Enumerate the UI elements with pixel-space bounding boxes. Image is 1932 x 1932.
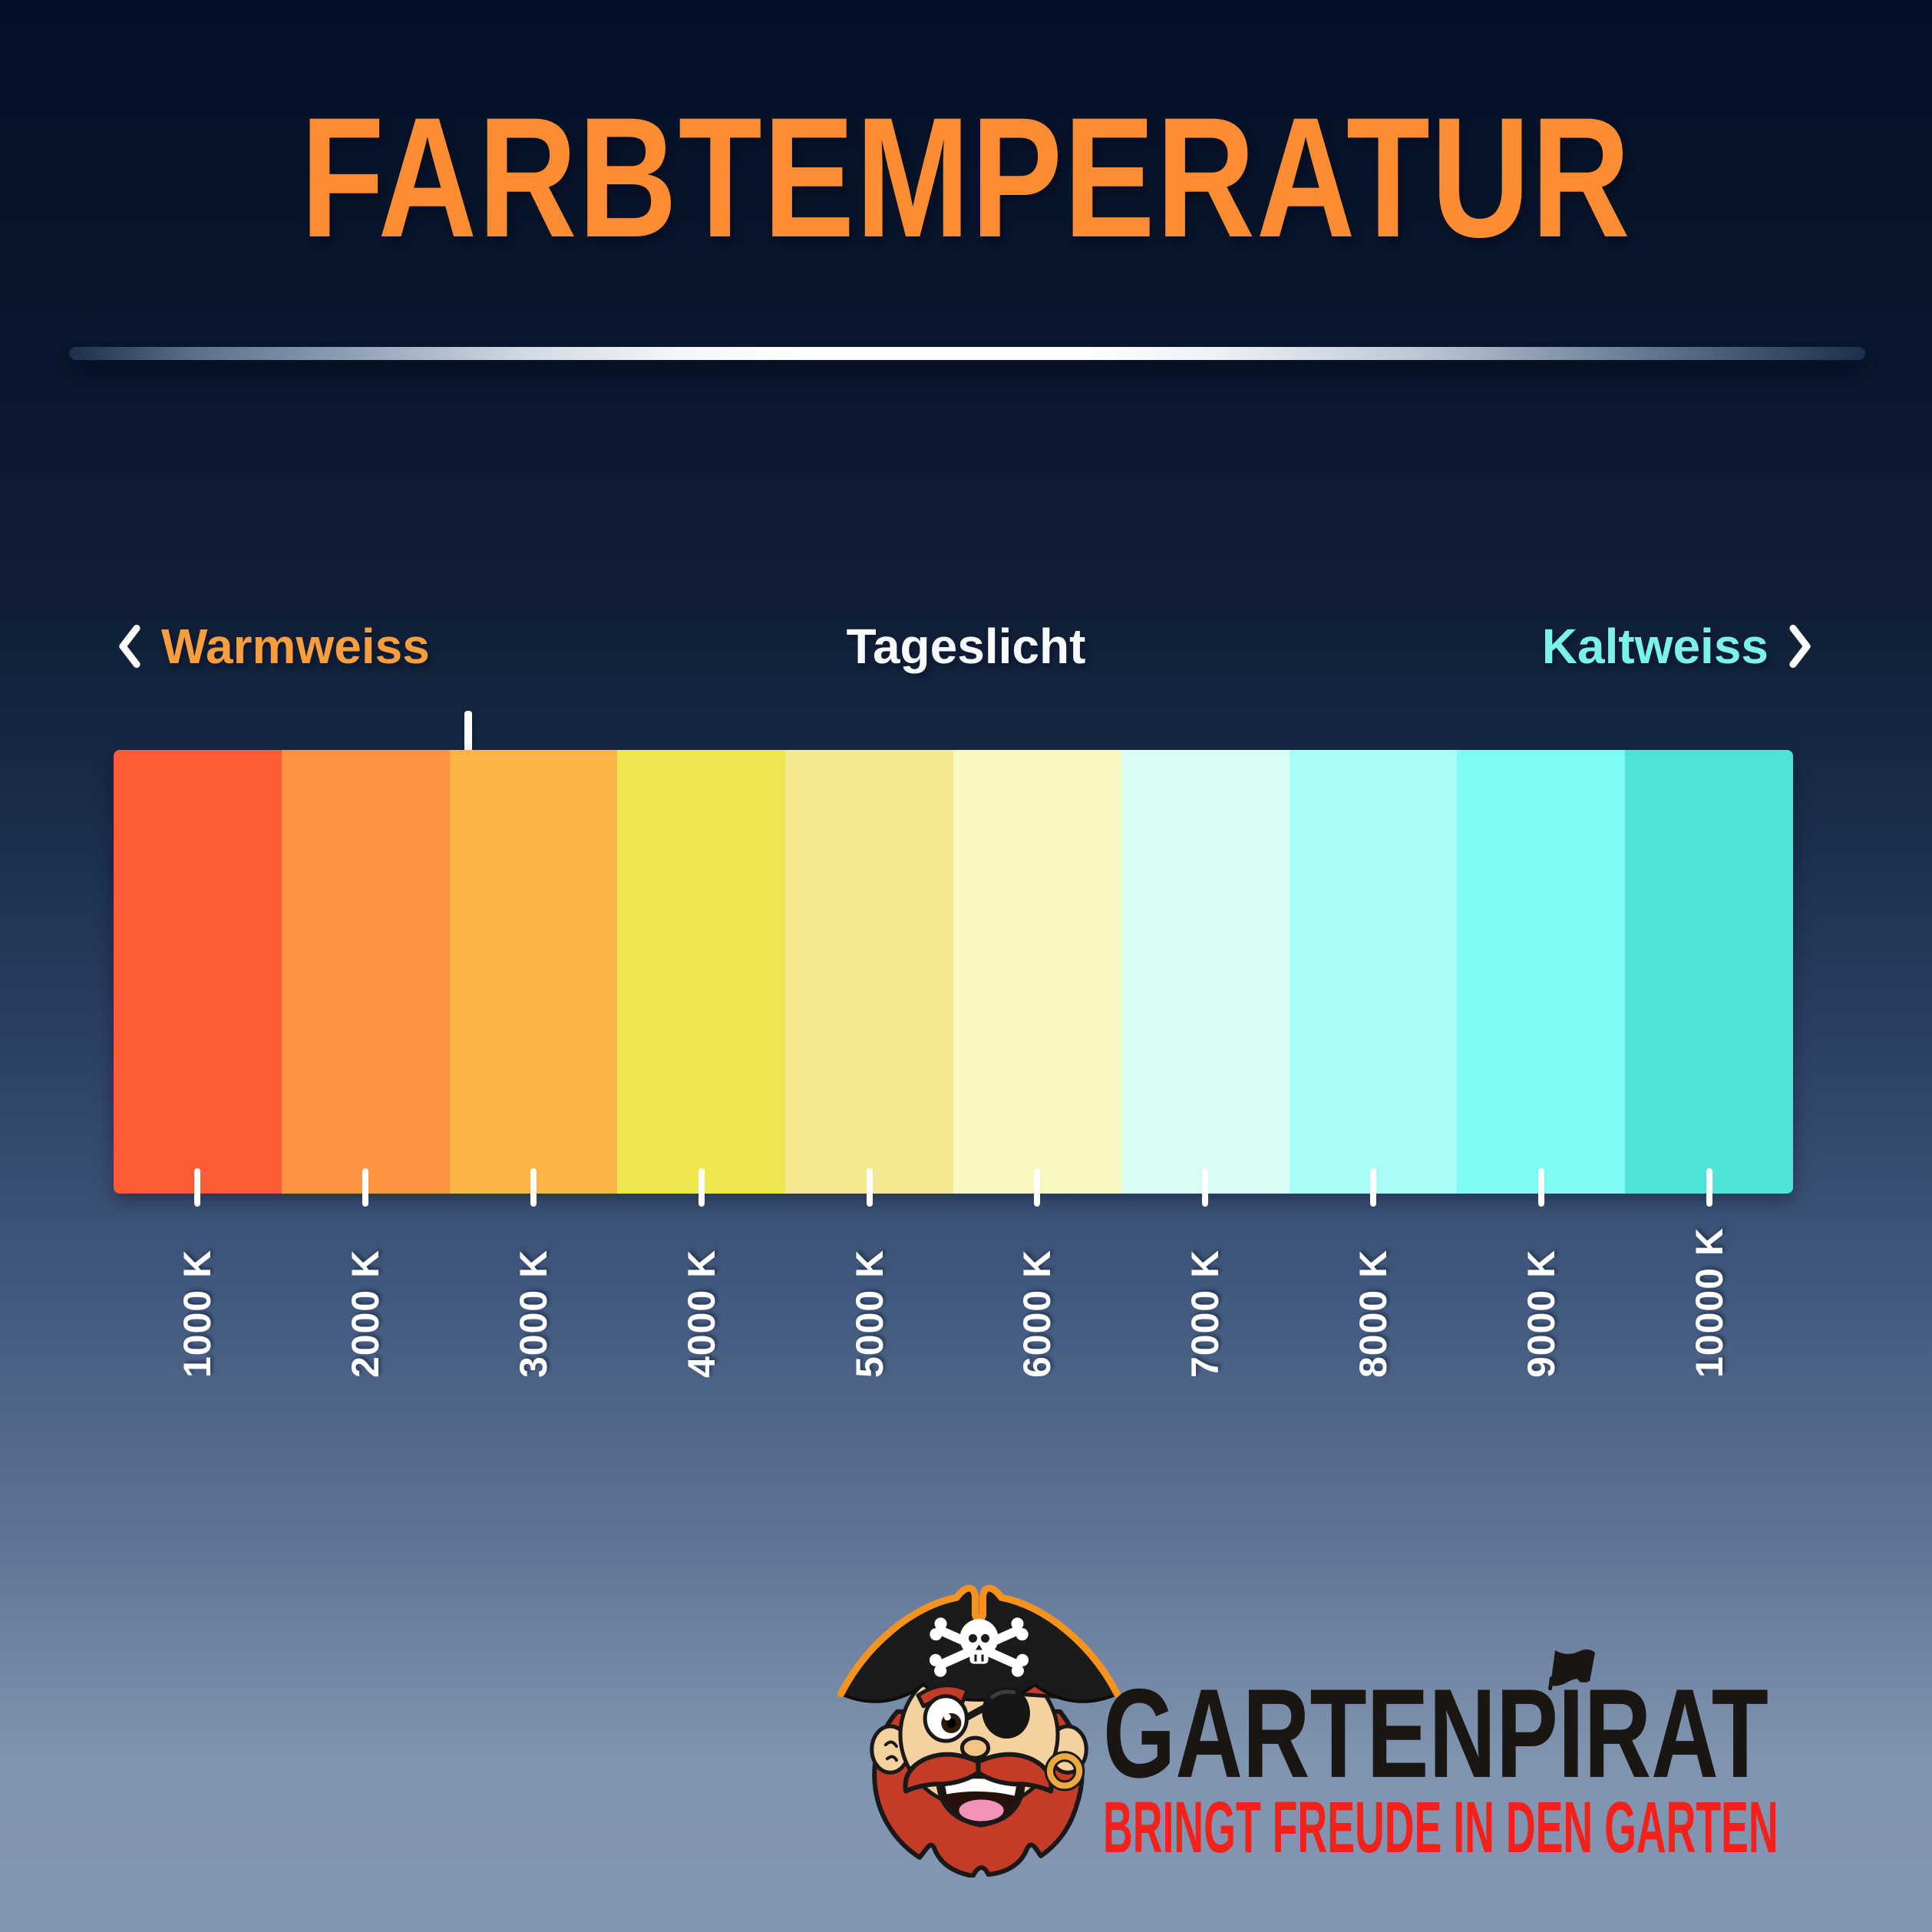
- axis-tick: [1370, 1168, 1376, 1207]
- axis-tick: [1034, 1168, 1041, 1207]
- axis-tick-label-text: 7000 K: [1184, 1249, 1227, 1378]
- axis-tick: [698, 1168, 705, 1207]
- scale-segment-6000k: [953, 750, 1121, 1194]
- eyepatch: [982, 1686, 1030, 1739]
- zone-cold-text: Kaltweiss: [1541, 619, 1769, 674]
- zone-label-warmweiss: Warmweiss: [117, 619, 430, 674]
- skull-crossbones-icon: [929, 1617, 1029, 1677]
- axis-tick-label-text: 3000 K: [512, 1249, 555, 1378]
- page-title: FARBTEMPERATUR: [300, 82, 1632, 273]
- axis-tick-label-text: 6000 K: [1016, 1249, 1059, 1378]
- scale-segment-5000k: [785, 750, 953, 1194]
- axis-tick: [1537, 1168, 1544, 1207]
- scale-segment-3000k: [449, 750, 618, 1194]
- color-scale-bar: [114, 750, 1793, 1194]
- pirate-flag-icon: [1548, 1649, 1595, 1691]
- scale-segment-10000k: [1625, 750, 1793, 1194]
- brand-tagline: BRINGT FREUDE IN DEN GARTEN: [1103, 1787, 1778, 1868]
- axis-tick-label-text: 9000 K: [1519, 1249, 1563, 1378]
- axis-tick-label-text: 10000 K: [1687, 1227, 1731, 1378]
- pirate-mascot-logo: [837, 1584, 1121, 1878]
- chevron-left-icon: [119, 624, 140, 669]
- scale-segment-4000k: [617, 750, 786, 1194]
- axis-tick: [362, 1168, 369, 1207]
- zone-warm-text: Warmweiss: [161, 619, 430, 674]
- zone-day-text: Tageslicht: [846, 619, 1086, 674]
- brand-name: GARTENPÎRAT: [1103, 1663, 1769, 1804]
- nose: [959, 1735, 991, 1760]
- axis-tick-label-text: 5000 K: [847, 1249, 891, 1378]
- mustache: [903, 1752, 1054, 1794]
- axis-tick-label-text: 1000 K: [176, 1249, 220, 1378]
- scale-segment-1000k: [114, 750, 282, 1194]
- axis-tick-label-text: 4000 K: [679, 1249, 723, 1378]
- axis-tick: [1706, 1168, 1712, 1207]
- axis-tick: [194, 1168, 201, 1207]
- scale-segment-2000k: [281, 750, 450, 1194]
- axis-tick: [530, 1168, 537, 1207]
- axis-tick-label-text: 8000 K: [1352, 1249, 1395, 1378]
- tongue: [959, 1799, 1004, 1821]
- axis-tick: [1202, 1168, 1209, 1207]
- scale-segment-7000k: [1121, 750, 1290, 1194]
- scale-segment-8000k: [1289, 750, 1458, 1194]
- scale-segment-9000k: [1457, 750, 1626, 1194]
- zone-label-kaltweiss: Kaltweiss: [1542, 619, 1813, 674]
- axis-tick-label-text: 2000 K: [344, 1249, 388, 1378]
- axis-tick: [866, 1168, 873, 1207]
- divider-line: [69, 347, 1865, 360]
- chevron-right-icon: [1789, 624, 1811, 669]
- zone-label-tageslicht: Tageslicht: [0, 619, 1932, 674]
